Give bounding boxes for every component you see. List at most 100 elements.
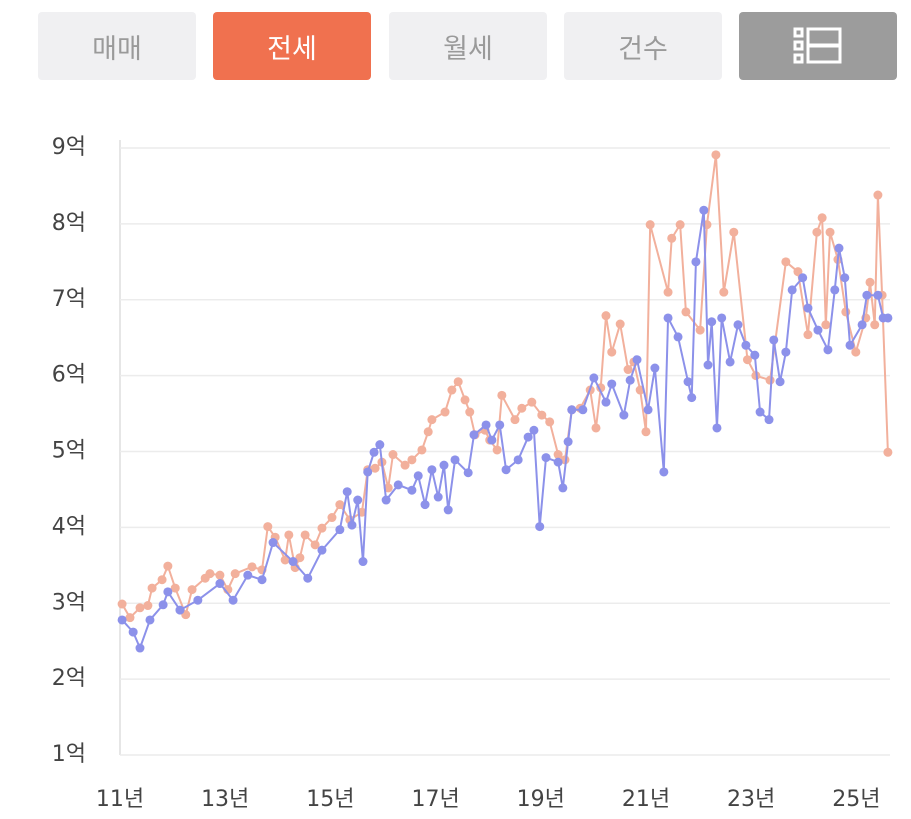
point xyxy=(417,445,427,455)
point xyxy=(675,220,685,230)
x-tick-label: 15년 xyxy=(306,787,354,812)
point xyxy=(413,471,423,481)
point xyxy=(303,573,313,583)
point xyxy=(563,437,573,447)
point xyxy=(535,522,545,532)
point xyxy=(873,190,883,200)
point xyxy=(719,287,729,297)
point xyxy=(481,420,491,430)
point xyxy=(541,453,551,463)
point xyxy=(663,313,673,323)
point xyxy=(781,257,791,267)
point xyxy=(157,575,167,585)
tab[interactable]: 건수 xyxy=(564,12,722,80)
y-tick-label: 5억 xyxy=(52,439,86,464)
point xyxy=(135,603,145,613)
point xyxy=(625,375,635,385)
point xyxy=(717,313,727,323)
point xyxy=(803,303,813,313)
point xyxy=(284,530,294,540)
point xyxy=(193,595,203,605)
point xyxy=(263,522,273,532)
point xyxy=(440,407,450,417)
list-view-button[interactable] xyxy=(739,12,897,80)
point xyxy=(492,445,502,455)
point xyxy=(523,432,533,442)
point xyxy=(117,615,127,625)
point xyxy=(712,423,722,433)
point xyxy=(741,340,751,350)
point xyxy=(673,332,683,342)
point xyxy=(883,447,893,457)
point xyxy=(681,307,691,317)
point xyxy=(243,570,253,580)
point xyxy=(787,285,797,295)
x-tick-label: 19년 xyxy=(517,787,565,812)
point xyxy=(447,385,457,395)
point xyxy=(601,397,611,407)
tab[interactable]: 전세 xyxy=(213,12,371,80)
tab[interactable]: 매매 xyxy=(38,12,196,80)
point xyxy=(353,495,363,505)
list-icon xyxy=(793,27,842,64)
point xyxy=(335,525,345,535)
series-line xyxy=(121,210,888,651)
point xyxy=(295,553,305,563)
point xyxy=(342,487,352,497)
point xyxy=(427,465,437,475)
point xyxy=(695,325,705,335)
point xyxy=(750,350,760,360)
point xyxy=(567,405,577,415)
point xyxy=(460,395,470,405)
point xyxy=(363,467,373,477)
point xyxy=(765,375,775,385)
x-tick-label: 21년 xyxy=(622,787,670,812)
point xyxy=(830,285,840,295)
point xyxy=(834,243,844,253)
point xyxy=(643,405,653,415)
point xyxy=(845,340,855,350)
point xyxy=(707,317,717,327)
point xyxy=(813,325,823,335)
point xyxy=(347,520,357,530)
point xyxy=(798,273,808,283)
point xyxy=(793,267,803,277)
point xyxy=(300,530,310,540)
point xyxy=(812,227,822,237)
point xyxy=(623,365,633,375)
point xyxy=(825,227,835,237)
point xyxy=(873,290,883,300)
y-tick-label: 2억 xyxy=(52,666,86,691)
point xyxy=(381,495,391,505)
point xyxy=(407,455,417,465)
point xyxy=(870,320,880,330)
point xyxy=(215,570,225,580)
point xyxy=(862,290,872,300)
point xyxy=(578,405,588,415)
point xyxy=(537,410,547,420)
point xyxy=(497,390,507,400)
point xyxy=(135,643,145,653)
point xyxy=(729,227,739,237)
y-tick-label: 1억 xyxy=(52,742,86,767)
point xyxy=(288,557,298,567)
point xyxy=(841,307,851,317)
point xyxy=(280,555,290,565)
point xyxy=(423,427,433,437)
point xyxy=(450,455,460,465)
point xyxy=(247,562,257,572)
point xyxy=(687,393,697,403)
x-tick-label: 11년 xyxy=(96,787,144,812)
point xyxy=(663,287,673,297)
tab[interactable]: 월세 xyxy=(389,12,547,80)
y-tick-label: 3억 xyxy=(52,590,86,615)
point xyxy=(699,205,709,215)
point xyxy=(589,373,599,383)
point xyxy=(883,313,893,323)
point xyxy=(733,320,743,330)
point xyxy=(327,513,337,523)
point xyxy=(769,335,779,345)
point xyxy=(553,450,563,460)
point xyxy=(725,357,735,367)
point xyxy=(591,423,601,433)
